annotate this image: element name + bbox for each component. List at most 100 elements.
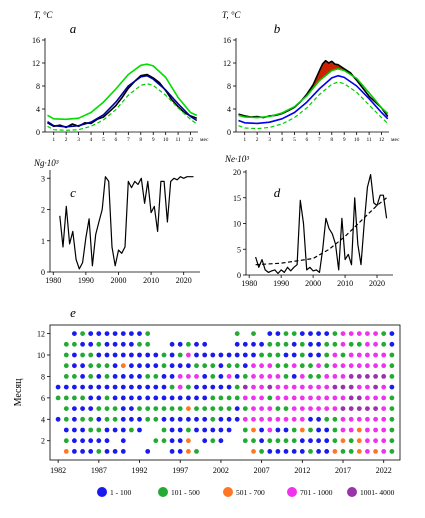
panel-e-point [308, 416, 313, 422]
panel-b-x-tick-label: 7 [318, 137, 321, 143]
panel-b-x-tick-label: 1 [243, 137, 246, 143]
panel-e-point [348, 363, 354, 369]
panel-e-point [324, 427, 330, 433]
panel-e-point [251, 363, 256, 369]
panel-e-point [210, 427, 216, 433]
panel-e-point [120, 395, 126, 401]
panel-e-y-tick-label: 2 [41, 437, 45, 446]
panel-e-point [80, 374, 85, 379]
legend-e-swatch [347, 487, 357, 497]
panel-e-point [112, 352, 118, 358]
panel-e-point [55, 384, 61, 390]
panel-d-y-tick-label: 15 [233, 194, 241, 203]
panel-e-point [234, 416, 240, 422]
panel-e-point [316, 438, 321, 444]
panel-e-point [72, 374, 77, 379]
panel-e-point [72, 427, 77, 433]
panel-e-point [381, 427, 387, 433]
panel-e-point [324, 406, 330, 411]
panel-e-point [234, 374, 240, 379]
panel-a-y-tick-label: 4 [36, 105, 40, 114]
panel-e-point [210, 416, 216, 422]
panel-a-x-tick-label: 9 [152, 137, 155, 143]
panel-e-point [137, 384, 142, 390]
legend-e-label: 101 - 500 [171, 488, 200, 497]
panel-e-point [324, 341, 330, 347]
panel-e-point [267, 341, 273, 347]
panel-e-point [316, 331, 321, 336]
panel-e-point [251, 374, 256, 379]
panel-e-point [389, 438, 395, 444]
panel-e-point [96, 374, 102, 379]
panel-e-point [259, 427, 264, 433]
panel-e-point [104, 331, 110, 336]
panel-e-point [145, 331, 151, 336]
panel-e-point [96, 427, 102, 433]
panel-e-point [259, 416, 264, 422]
panel-e-point [234, 331, 240, 336]
panel-e-point [299, 427, 305, 433]
panel-e-point [373, 406, 378, 411]
panel-e-point [161, 363, 167, 369]
panel-e-point [88, 384, 94, 390]
panel-c-letter: c [70, 185, 76, 200]
panel-e-point [365, 374, 370, 379]
panel-e-point [259, 384, 264, 390]
panel-e-point [332, 374, 338, 379]
panel-e-point [96, 449, 102, 454]
panel-a-x-tick-label: 2 [65, 137, 68, 143]
panel-e-point [80, 341, 85, 347]
legend-e-label: 1001- 4000 [360, 488, 395, 497]
panel-e-point [104, 384, 110, 390]
panel-e-point [120, 449, 126, 454]
panel-e-point [381, 395, 387, 401]
panel-e-point [251, 438, 256, 444]
panel-e-point [80, 363, 85, 369]
panel-e-point [169, 384, 175, 390]
panel-d-x-tick-label: 1990 [273, 279, 289, 288]
panel-e-x-tick-label: 2007 [254, 466, 270, 475]
panel-e-point [161, 395, 167, 401]
panel-e-point [226, 406, 232, 411]
panel-e-point [381, 363, 387, 369]
panel-e-point [186, 438, 191, 444]
panel-a-x-tick-label: 7 [127, 137, 130, 143]
panel-e-point [153, 406, 159, 411]
panel-e-frame [49, 324, 401, 461]
panel-e-x-tick-label: 2012 [294, 466, 310, 475]
panel-e-point [234, 363, 240, 369]
panel-e-point [324, 384, 330, 390]
panel-e-point [308, 406, 313, 411]
panel-a-y-tick-label: 0 [36, 128, 40, 137]
panel-e-point [72, 395, 77, 401]
panel-a-y-tick-label: 16 [32, 36, 40, 45]
panel-e-point [308, 449, 313, 454]
panel-e-point [373, 416, 378, 422]
panel-e-point [112, 341, 118, 347]
panel-e-point [145, 406, 151, 411]
panel-e-point [242, 374, 248, 379]
panel-e-point [340, 416, 346, 422]
panel-e-point [332, 363, 338, 369]
panel-e-point [356, 395, 362, 401]
panel-e-point [88, 341, 94, 347]
panel-c-y-label: Ng·10³ [33, 158, 59, 168]
panel-e-point [332, 427, 338, 433]
panel-e-point [112, 427, 118, 433]
panel-e-point [356, 363, 362, 369]
panel-e-point [169, 427, 175, 433]
panel-e-point [389, 449, 395, 454]
panel-e-point [88, 352, 94, 358]
panel-e-point [259, 341, 264, 347]
panel-e-point [299, 449, 305, 454]
panel-e-y-label: Месяц [13, 378, 24, 406]
panel-e-point [365, 363, 370, 369]
panel-e-point [202, 427, 208, 433]
panel-e-point [381, 449, 387, 454]
panel-e-point [80, 331, 85, 336]
panel-e-point [96, 352, 102, 358]
panel-e-point [112, 384, 118, 390]
panel-a-series-2-line [47, 74, 198, 128]
panel-e-point [177, 352, 183, 358]
panel-e-point [332, 449, 338, 454]
